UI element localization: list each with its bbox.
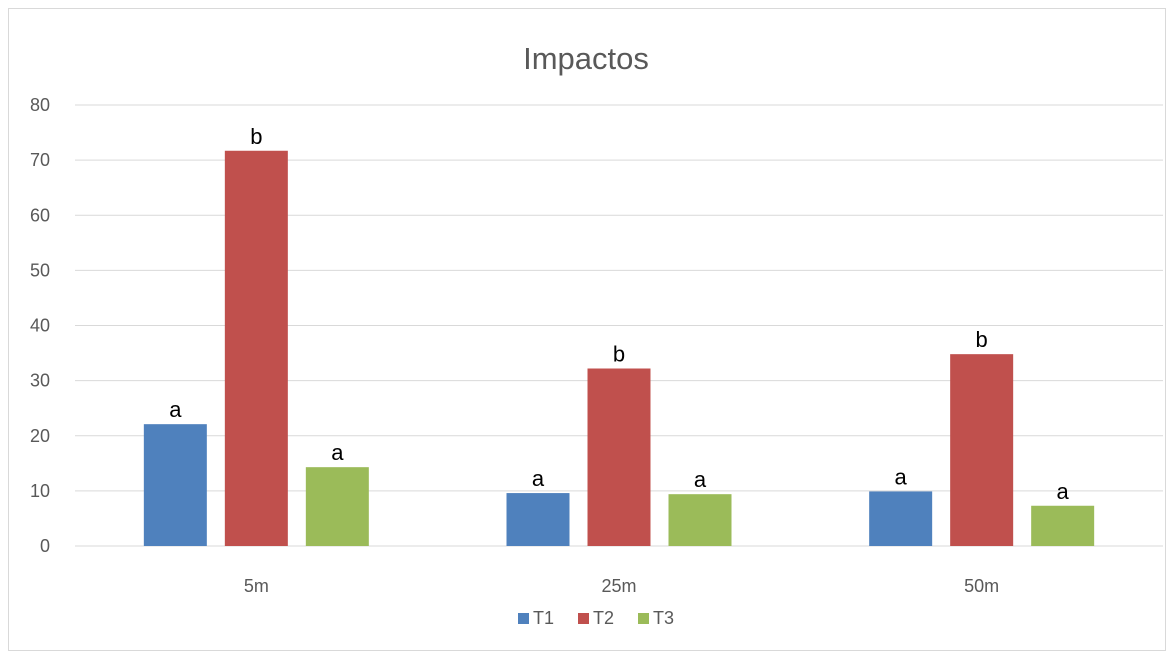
bar-T1-25m xyxy=(506,493,570,546)
x-tick-label-50m: 50m xyxy=(964,576,999,596)
y-tick-label: 80 xyxy=(30,95,50,115)
legend-swatch-T1 xyxy=(518,613,529,624)
bars xyxy=(143,150,1095,546)
legend-swatch-T2 xyxy=(578,613,589,624)
x-axis-tick-labels: 5m 25m 50m xyxy=(244,576,999,596)
legend-label-T3: T3 xyxy=(653,608,674,628)
bar-T3-25m xyxy=(668,494,732,546)
data-label-T3-25m: a xyxy=(694,467,707,492)
legend: T1 T2 T3 xyxy=(518,608,674,628)
y-tick-label: 40 xyxy=(30,316,50,336)
y-tick-label: 0 xyxy=(40,536,50,556)
data-label-T3-50m: a xyxy=(1057,479,1070,504)
data-label-T2-5m: b xyxy=(250,124,262,149)
y-tick-label: 50 xyxy=(30,260,50,280)
bar-T2-50m xyxy=(950,354,1014,546)
y-tick-label: 20 xyxy=(30,426,50,446)
bar-T2-25m xyxy=(587,368,651,546)
bar-T1-50m xyxy=(869,491,933,546)
data-labels: a b a a b a a b a xyxy=(169,124,1069,504)
data-label-T3-5m: a xyxy=(331,440,344,465)
data-label-T1-5m: a xyxy=(169,397,182,422)
y-tick-label: 70 xyxy=(30,150,50,170)
bar-T3-5m xyxy=(305,467,369,546)
bar-T3-50m xyxy=(1031,505,1095,546)
legend-label-T1: T1 xyxy=(533,608,554,628)
chart-title: Impactos xyxy=(523,41,649,76)
bar-T1-5m xyxy=(143,424,207,546)
data-label-T1-25m: a xyxy=(532,466,545,491)
y-tick-label: 60 xyxy=(30,205,50,225)
y-tick-label: 30 xyxy=(30,371,50,391)
y-axis-tick-labels: 0 10 20 30 40 50 60 70 80 xyxy=(30,95,50,556)
data-label-T1-50m: a xyxy=(895,464,908,489)
y-tick-label: 10 xyxy=(30,481,50,501)
bar-T2-5m xyxy=(224,150,288,546)
x-tick-label-25m: 25m xyxy=(601,576,636,596)
legend-swatch-T3 xyxy=(638,613,649,624)
x-tick-label-5m: 5m xyxy=(244,576,269,596)
data-label-T2-25m: b xyxy=(613,341,625,366)
data-label-T2-50m: b xyxy=(976,327,988,352)
legend-label-T2: T2 xyxy=(593,608,614,628)
